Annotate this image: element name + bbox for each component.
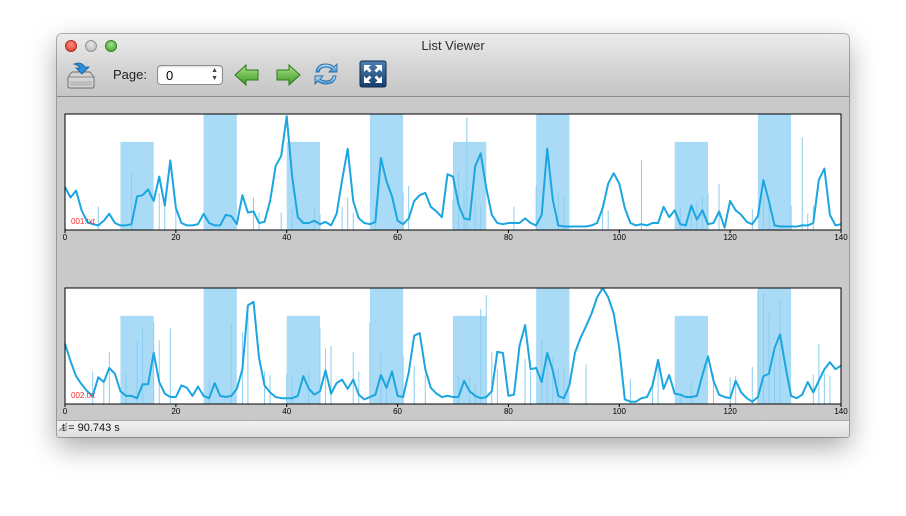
plot-border: [64, 287, 842, 405]
stimulus-band: [203, 288, 237, 404]
title-bar: List Viewer Page: 0 ▲ ▼: [57, 34, 849, 97]
zoom-window-button[interactable]: [105, 40, 117, 52]
window-title: List Viewer: [421, 38, 485, 53]
x-tick-label: 80: [504, 407, 513, 416]
list-viewer-window: List Viewer Page: 0 ▲ ▼: [57, 34, 849, 437]
stimulus-band: [757, 114, 792, 230]
status-bar: t = 90.743 s: [57, 420, 849, 437]
stimulus-band: [369, 114, 404, 230]
trace-line: [64, 115, 842, 229]
plot-area: 001.txt 0 20 40 60 80 100 120 140 002.txt 0 20 40 60 8…: [57, 97, 849, 420]
trace-line: [64, 287, 842, 403]
page-number-value[interactable]: 0: [166, 68, 174, 83]
x-tick-label: 100: [613, 233, 627, 242]
page-number-stepper[interactable]: 0 ▲ ▼: [157, 65, 223, 85]
x-tick-label: 80: [504, 233, 513, 242]
x-tick-label: 60: [393, 407, 402, 416]
stimulus-band: [286, 141, 320, 230]
stimulus-band: [120, 141, 154, 230]
x-tick-label: 140: [834, 233, 848, 242]
stepper-arrows-icon[interactable]: ▲ ▼: [211, 67, 218, 82]
export-tray-icon[interactable]: [65, 59, 97, 91]
previous-arrow-icon[interactable]: [234, 63, 260, 87]
x-tick-label: 40: [282, 407, 291, 416]
x-tick-label: 140: [834, 407, 848, 416]
x-tick-label: 120: [723, 233, 737, 242]
x-tick-label: 0: [63, 233, 68, 242]
x-tick-label: 120: [723, 407, 737, 416]
x-tick-label: 0: [63, 407, 68, 416]
next-arrow-icon[interactable]: [275, 63, 301, 87]
fullscreen-icon[interactable]: [359, 60, 387, 88]
x-tick-label: 40: [282, 233, 291, 242]
trace-label: 001.txt: [71, 217, 96, 226]
time-readout: t = 90.743 s: [62, 422, 120, 434]
plot-border: [64, 113, 842, 231]
x-tick-label: 60: [393, 233, 402, 242]
resize-grip-icon[interactable]: [57, 421, 68, 432]
x-tick-label: 20: [171, 407, 180, 416]
stimulus-band: [286, 315, 320, 404]
stimulus-band: [203, 114, 237, 230]
x-tick-label: 100: [613, 407, 627, 416]
page-label: Page:: [113, 67, 147, 82]
minimize-window-button[interactable]: [85, 40, 97, 52]
trace-label: 002.txt: [71, 391, 96, 400]
close-window-button[interactable]: [65, 40, 77, 52]
x-tick-label: 20: [171, 233, 180, 242]
refresh-icon[interactable]: [312, 59, 340, 89]
